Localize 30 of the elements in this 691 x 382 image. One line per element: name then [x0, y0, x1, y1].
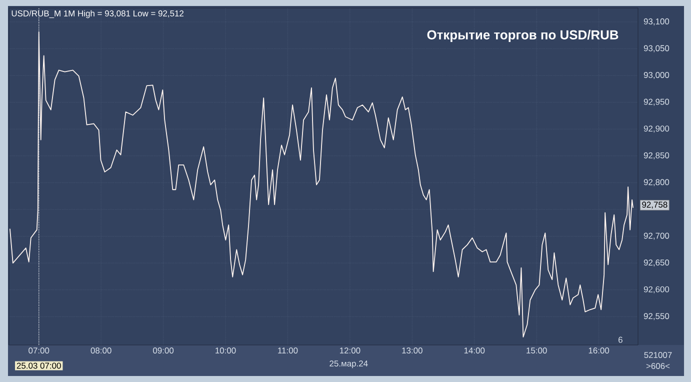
y-tick-label: 92,850: [644, 152, 670, 160]
annotation: USD/RUB_M 1M High = 93,081 Low = 92,512: [12, 10, 184, 18]
x-tick-label: 08:00: [90, 348, 112, 354]
x-tick-label: 14:00: [464, 348, 485, 354]
x-tick-label: 10:00: [216, 348, 236, 354]
y-tick-label: 92,950: [644, 98, 670, 106]
y-tick-label: 92,600: [644, 286, 670, 294]
y-tick-label: 92,800: [644, 179, 670, 186]
text: >606<: [646, 363, 670, 369]
text: 521007: [644, 352, 672, 358]
y-tick-label: 93,050: [644, 45, 670, 52]
x-tick-label: 11:00: [278, 348, 298, 354]
y-tick-label: 92,550: [644, 313, 670, 320]
x-tick-label: 13:00: [402, 348, 422, 354]
x-tick-label: 07:00: [28, 348, 50, 354]
ref-line-label: 25.03 07:00: [16, 362, 61, 369]
x-tick-label: 09:00: [153, 348, 174, 354]
x-tick-label: 15:00: [526, 348, 547, 354]
text: Открытие торгов по USD/RUB: [427, 30, 618, 42]
y-tick-label: 93,000: [644, 72, 670, 79]
x-tick-label: 12:00: [340, 348, 360, 354]
y-tick-label: 92,900: [644, 126, 670, 133]
y-tick-label: 93,100: [644, 18, 670, 26]
annotation: 92,758: [642, 202, 668, 209]
annotation: 6: [618, 336, 622, 343]
line-series: [9, 32, 634, 338]
x-axis-title: 25.мар.24: [330, 360, 368, 368]
y-tick-label: 92,650: [644, 260, 670, 267]
y-tick-label: 92,700: [644, 232, 670, 240]
x-tick-label: 16:00: [588, 348, 610, 354]
